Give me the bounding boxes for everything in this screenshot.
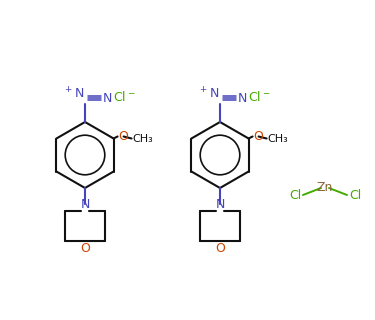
Text: N: N	[80, 197, 90, 211]
Text: O: O	[215, 242, 225, 255]
Text: CH₃: CH₃	[268, 133, 288, 143]
Text: O: O	[80, 242, 90, 255]
Text: $^+$N: $^+$N	[63, 87, 84, 102]
Text: O: O	[118, 130, 129, 143]
Text: Cl: Cl	[349, 188, 361, 202]
Text: Zn: Zn	[317, 180, 333, 194]
Text: Cl$^-$: Cl$^-$	[113, 90, 135, 104]
Text: N: N	[215, 197, 225, 211]
Text: Cl: Cl	[289, 188, 301, 202]
Text: Cl$^-$: Cl$^-$	[248, 90, 270, 104]
Text: $^+$N: $^+$N	[198, 87, 219, 102]
Text: N: N	[103, 92, 112, 105]
Text: O: O	[254, 130, 264, 143]
Text: N: N	[238, 92, 248, 105]
Text: CH₃: CH₃	[133, 133, 153, 143]
